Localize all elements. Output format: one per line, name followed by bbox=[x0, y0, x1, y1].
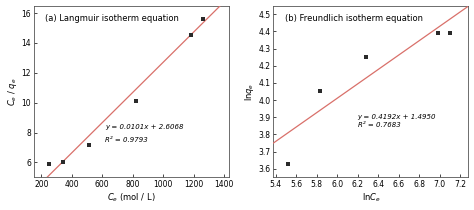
Point bbox=[187, 34, 194, 37]
Point bbox=[446, 31, 454, 35]
Point bbox=[284, 162, 292, 165]
Text: (b) Freundlich isotherm equation: (b) Freundlich isotherm equation bbox=[285, 14, 423, 23]
Point bbox=[362, 55, 370, 59]
Point bbox=[59, 161, 66, 164]
Y-axis label: $\mathrm{ln}q_e$: $\mathrm{ln}q_e$ bbox=[243, 82, 256, 101]
Point bbox=[199, 17, 207, 21]
Point bbox=[434, 31, 441, 35]
Point bbox=[85, 143, 92, 146]
Text: (a) Langmuir isotherm equation: (a) Langmuir isotherm equation bbox=[46, 14, 179, 23]
Text: y = 0.0101x + 2.6068: y = 0.0101x + 2.6068 bbox=[105, 124, 184, 130]
Text: y = 0.4192x + 1.4950: y = 0.4192x + 1.4950 bbox=[357, 114, 436, 120]
Point bbox=[45, 162, 53, 166]
Y-axis label: $C_e$ / $q_e$: $C_e$ / $q_e$ bbox=[6, 77, 18, 106]
Point bbox=[316, 90, 323, 93]
X-axis label: $\mathrm{ln}C_e$: $\mathrm{ln}C_e$ bbox=[362, 192, 381, 205]
Point bbox=[132, 100, 139, 103]
X-axis label: $C_e$ (mol / L): $C_e$ (mol / L) bbox=[107, 192, 155, 205]
Text: R² = 0.9793: R² = 0.9793 bbox=[105, 137, 148, 143]
Text: R² = 0.7683: R² = 0.7683 bbox=[357, 122, 401, 127]
